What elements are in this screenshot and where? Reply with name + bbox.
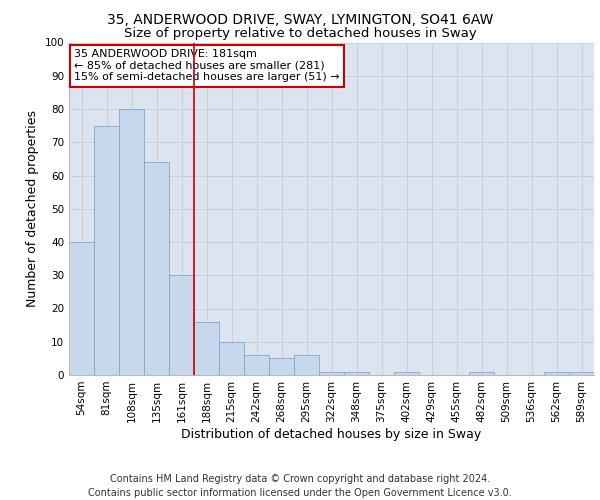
Bar — [219, 342, 244, 375]
Bar — [569, 372, 594, 375]
Bar — [169, 275, 194, 375]
Bar — [244, 355, 269, 375]
Bar — [194, 322, 219, 375]
Bar — [69, 242, 94, 375]
Bar — [119, 109, 144, 375]
Y-axis label: Number of detached properties: Number of detached properties — [26, 110, 39, 307]
Text: 35, ANDERWOOD DRIVE, SWAY, LYMINGTON, SO41 6AW: 35, ANDERWOOD DRIVE, SWAY, LYMINGTON, SO… — [107, 12, 493, 26]
Text: 35 ANDERWOOD DRIVE: 181sqm
← 85% of detached houses are smaller (281)
15% of sem: 35 ANDERWOOD DRIVE: 181sqm ← 85% of deta… — [74, 49, 340, 82]
Bar — [544, 372, 569, 375]
Bar — [394, 372, 419, 375]
Bar — [144, 162, 169, 375]
X-axis label: Distribution of detached houses by size in Sway: Distribution of detached houses by size … — [181, 428, 482, 440]
Text: Size of property relative to detached houses in Sway: Size of property relative to detached ho… — [124, 28, 476, 40]
Bar — [469, 372, 494, 375]
Bar — [344, 372, 369, 375]
Text: Contains HM Land Registry data © Crown copyright and database right 2024.
Contai: Contains HM Land Registry data © Crown c… — [88, 474, 512, 498]
Bar — [319, 372, 344, 375]
Bar — [269, 358, 294, 375]
Bar — [94, 126, 119, 375]
Bar — [294, 355, 319, 375]
